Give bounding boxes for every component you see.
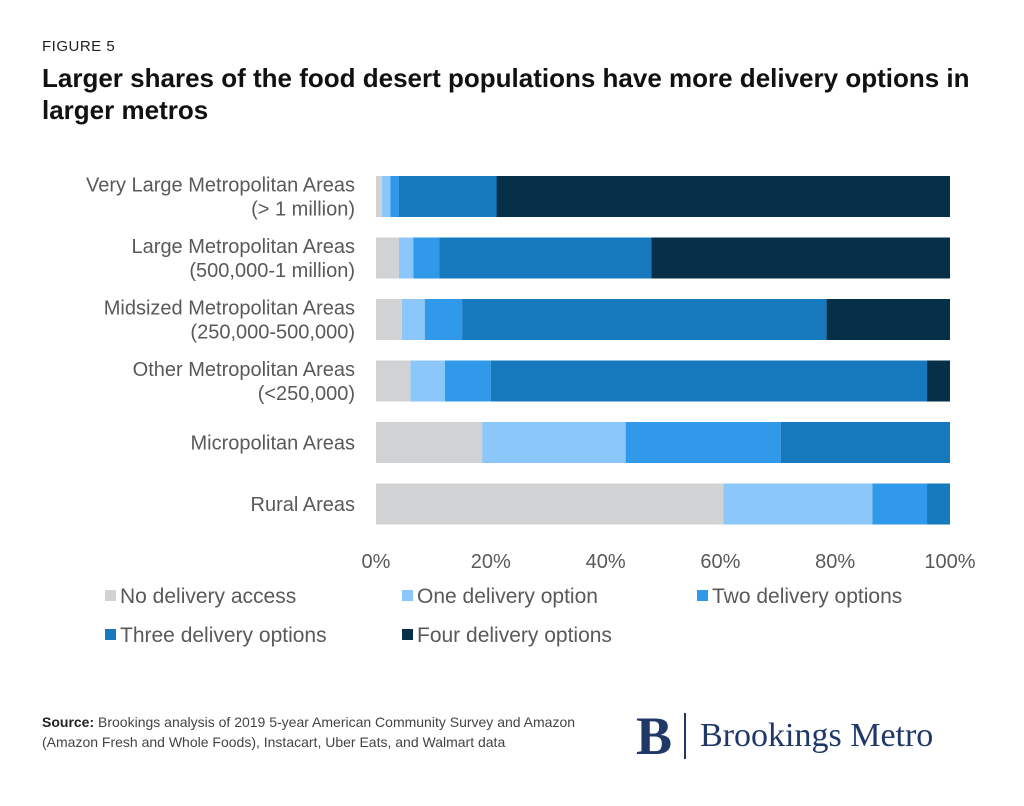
source-label: Source: <box>42 714 95 730</box>
legend-label: Two delivery options <box>712 585 902 608</box>
category-label: (500,000-1 million) <box>189 260 355 282</box>
figure-label: FIGURE 5 <box>42 38 116 55</box>
chart-title: Larger shares of the food desert populat… <box>42 63 970 125</box>
legend-label: Three delivery options <box>120 624 327 647</box>
category-label: Midsized Metropolitan Areas <box>104 298 355 320</box>
bar-segment <box>462 299 827 340</box>
category-label: Micropolitan Areas <box>190 433 355 455</box>
bar-segment <box>927 360 950 402</box>
legend: No delivery access One delivery option Two… <box>105 585 902 647</box>
bar-segment <box>376 176 382 217</box>
bar-segment <box>376 422 483 463</box>
category-label: (> 1 million) <box>251 199 355 221</box>
logo-text: Brookings Metro <box>700 717 934 754</box>
source-note: Source: Brookings analysis of 2019 5-yea… <box>42 712 602 752</box>
bar-segment <box>490 360 928 402</box>
bar-segment <box>376 299 402 340</box>
stacked-bar-chart: Very Large Metropolitan Areas(> 1 millio… <box>86 175 976 648</box>
category-label: Very Large Metropolitan Areas <box>86 175 355 197</box>
bar-segment <box>376 483 724 525</box>
bar-segment <box>376 360 411 402</box>
bar-segment <box>410 360 445 402</box>
x-tick-label: 80% <box>815 551 855 573</box>
category-label: Other Metropolitan Areas <box>133 359 355 381</box>
bar-segment <box>439 237 652 279</box>
legend-swatch <box>105 590 116 601</box>
bar-segment <box>723 483 873 525</box>
category-label: Large Metropolitan Areas <box>132 236 355 258</box>
bar-segment <box>444 360 491 402</box>
source-text: Brookings analysis of 2019 5-year Americ… <box>42 714 576 750</box>
x-tick-label: 40% <box>586 551 626 573</box>
bar-segment <box>482 422 626 463</box>
legend-swatch <box>697 590 708 601</box>
brookings-logo: B Brookings Metro <box>636 704 933 768</box>
category-label: (<250,000) <box>258 383 355 405</box>
x-tick-label: 60% <box>700 551 740 573</box>
bar-segment <box>398 237 414 279</box>
bar-segment <box>398 176 497 217</box>
bar-segment <box>826 299 950 340</box>
bar-segment <box>401 299 425 340</box>
bar-segment <box>376 237 399 279</box>
logo-divider <box>684 713 687 759</box>
bar-segment <box>390 176 399 217</box>
bar-segment <box>780 422 950 463</box>
bar-segment <box>424 299 463 340</box>
category-label: (250,000-500,000) <box>190 322 355 344</box>
x-tick-label: 20% <box>471 551 511 573</box>
legend-swatch <box>105 629 116 640</box>
category-labels: Very Large Metropolitan Areas(> 1 millio… <box>86 175 355 517</box>
x-tick-label: 0% <box>362 551 391 573</box>
bar-segment <box>413 237 440 279</box>
bar-segment <box>872 483 928 525</box>
bar-segment <box>496 176 950 217</box>
legend-swatch <box>402 590 413 601</box>
legend-swatch <box>402 629 413 640</box>
bars-layer <box>376 176 950 525</box>
bar-segment <box>927 483 950 525</box>
bar-segment <box>651 237 950 279</box>
bar-segment <box>381 176 391 217</box>
category-label: Rural Areas <box>251 494 356 516</box>
legend-label: No delivery access <box>120 585 296 608</box>
logo-mark: B <box>636 706 673 766</box>
x-tick-label: 100% <box>924 551 975 573</box>
x-axis-ticks: 0% 20% 40% 60% 80% 100% <box>362 551 976 573</box>
legend-label: One delivery option <box>417 585 598 608</box>
bar-segment <box>625 422 781 463</box>
legend-label: Four delivery options <box>417 624 612 647</box>
